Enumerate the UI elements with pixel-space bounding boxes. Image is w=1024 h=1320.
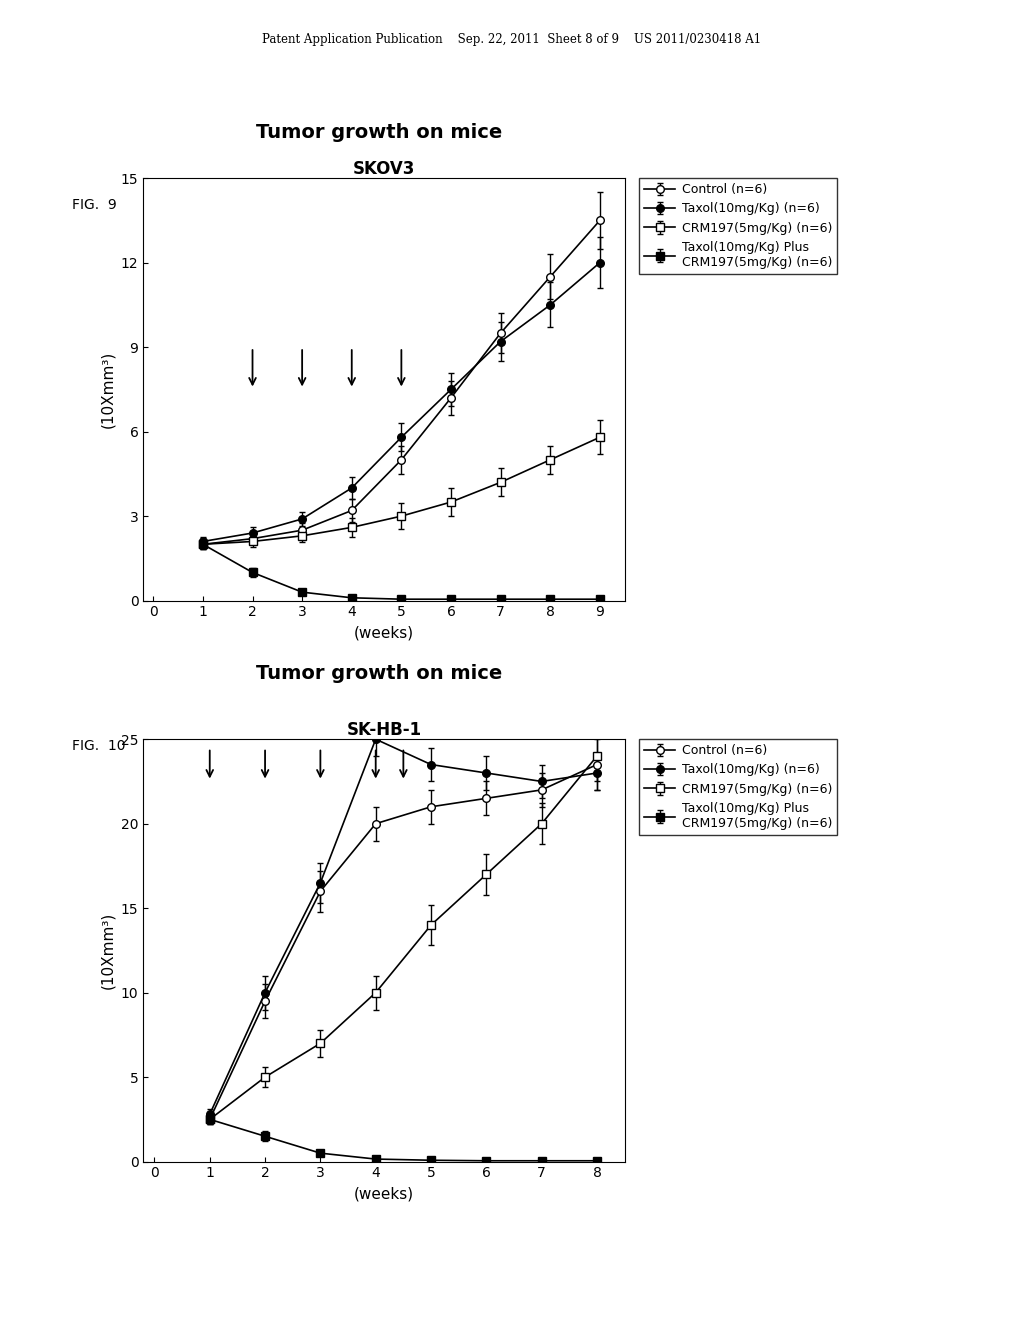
- X-axis label: (weeks): (weeks): [354, 624, 414, 640]
- Text: FIG.  10: FIG. 10: [72, 739, 125, 752]
- Title: SK-HB-1: SK-HB-1: [346, 721, 422, 739]
- Legend: Control (n=6), Taxol(10mg/Kg) (n=6), CRM197(5mg/Kg) (n=6), Taxol(10mg/Kg) Plus
C: Control (n=6), Taxol(10mg/Kg) (n=6), CRM…: [639, 178, 837, 275]
- Y-axis label: (10Xmm³): (10Xmm³): [100, 351, 116, 428]
- X-axis label: (weeks): (weeks): [354, 1185, 414, 1201]
- Y-axis label: (10Xmm³): (10Xmm³): [100, 912, 116, 989]
- Legend: Control (n=6), Taxol(10mg/Kg) (n=6), CRM197(5mg/Kg) (n=6), Taxol(10mg/Kg) Plus
C: Control (n=6), Taxol(10mg/Kg) (n=6), CRM…: [639, 739, 837, 836]
- Text: Patent Application Publication    Sep. 22, 2011  Sheet 8 of 9    US 2011/0230418: Patent Application Publication Sep. 22, …: [262, 33, 762, 46]
- Title: SKOV3: SKOV3: [353, 160, 415, 178]
- Text: Tumor growth on mice: Tumor growth on mice: [256, 123, 502, 141]
- Text: Tumor growth on mice: Tumor growth on mice: [256, 664, 502, 682]
- Text: FIG.  9: FIG. 9: [72, 198, 117, 211]
